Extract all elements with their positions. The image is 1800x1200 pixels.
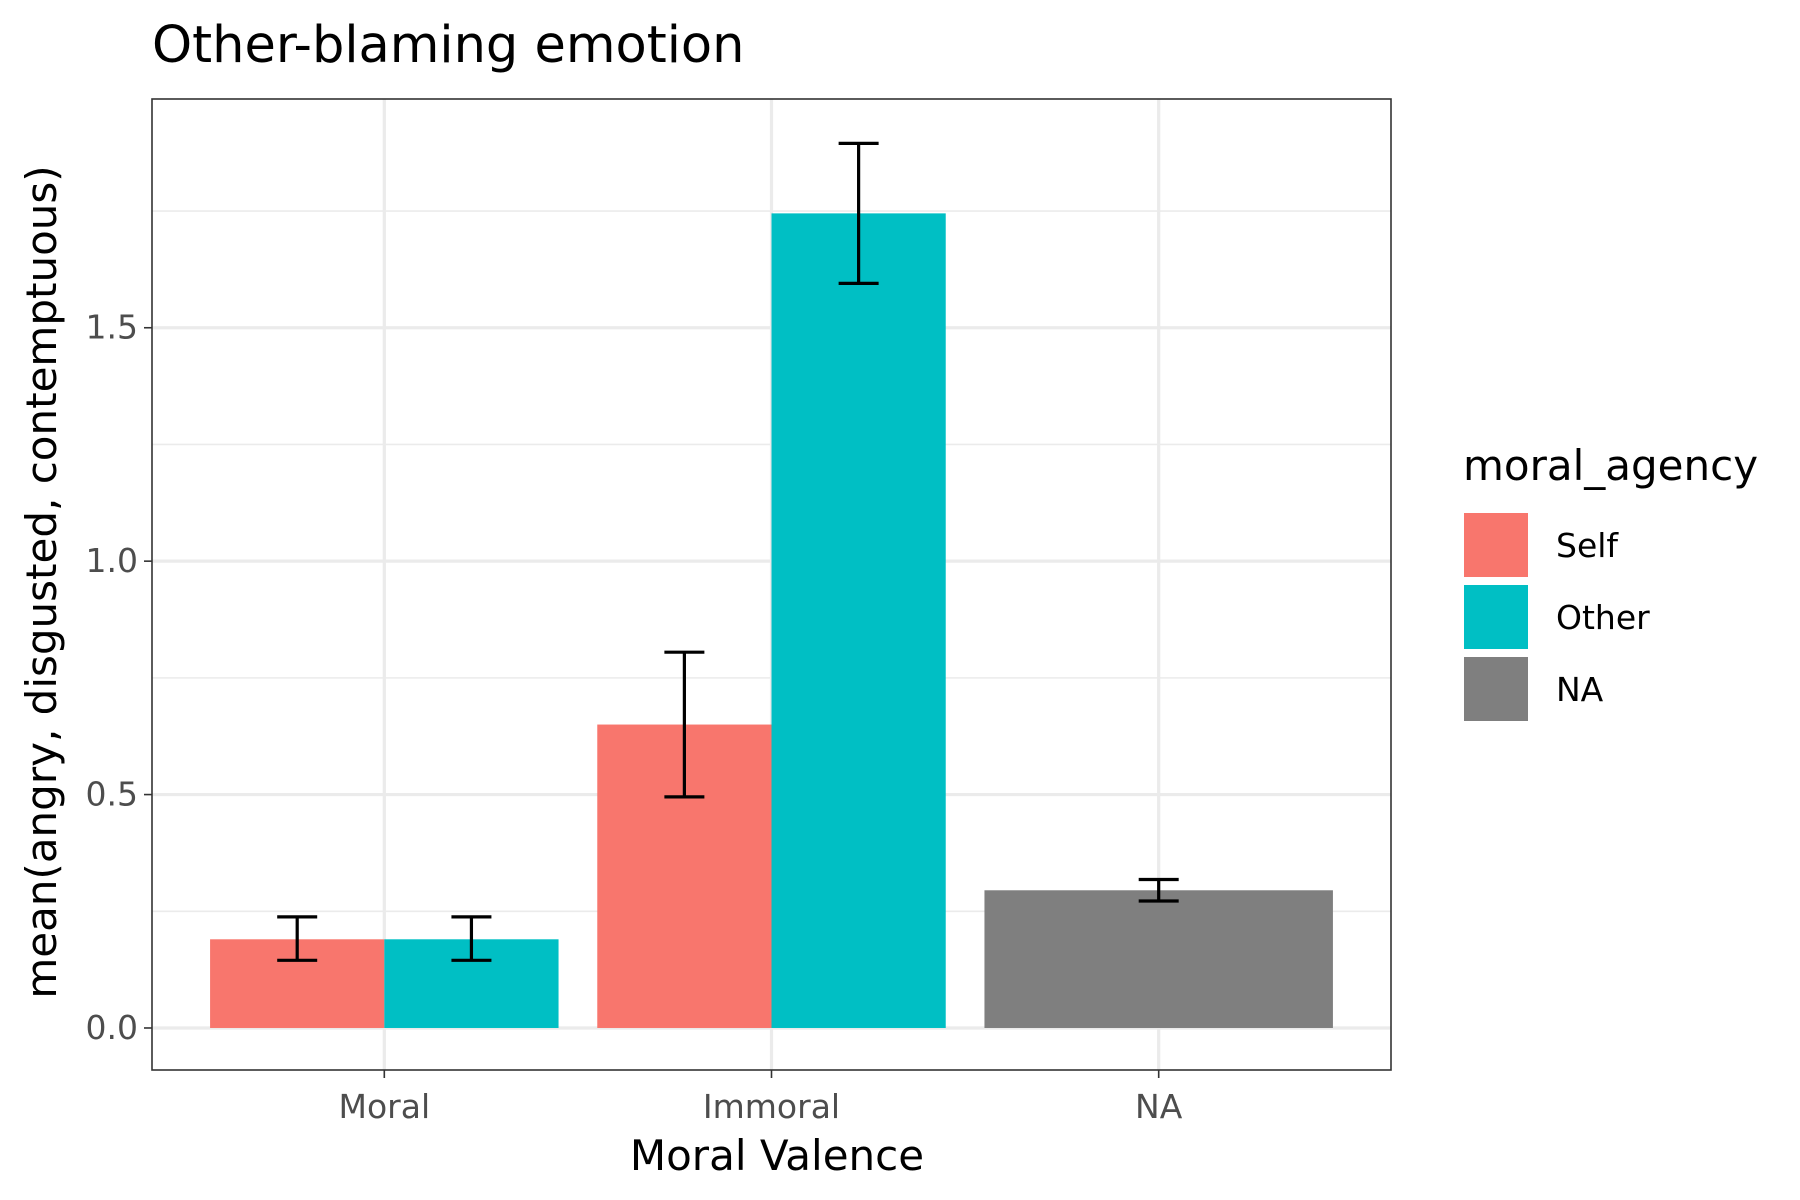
x-tick-label: Immoral [703,1087,840,1126]
bar-na-na [984,890,1333,1028]
legend-title: moral_agency [1463,441,1758,490]
x-tick-label: NA [1135,1087,1183,1126]
x-axis-title: Moral Valence [630,1131,924,1180]
legend-label-other: Other [1556,598,1650,637]
legend: moral_agency Self Other NA [1463,441,1758,722]
legend-key-other [1464,585,1528,649]
x-tick-label: Moral [339,1087,431,1126]
chart-title: Other-blaming emotion [152,16,744,75]
y-tick-label: 1.0 [86,541,138,580]
legend-label-na: NA [1556,670,1604,709]
legend-key-self [1464,513,1528,577]
bar-other-immoral [771,213,946,1028]
legend-key-na [1464,657,1528,721]
y-tick-label: 1.5 [86,308,138,347]
y-tick-label: 0.0 [86,1008,138,1047]
legend-label-self: Self [1556,526,1619,565]
y-axis-title: mean(angry, disgusted, contemptuous) [17,165,66,998]
plot-panel: 0.0 0.5 1.0 1.5 Moral Immoral NA [86,98,1392,1126]
y-tick-label: 0.5 [86,775,138,814]
